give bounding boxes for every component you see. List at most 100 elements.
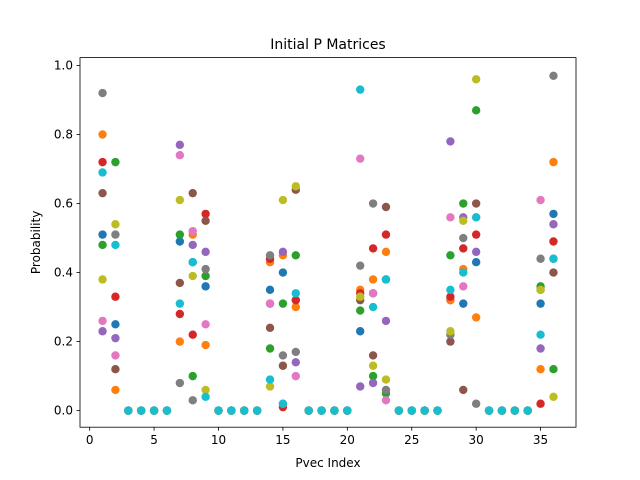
data-point-s9-27 <box>446 285 455 295</box>
data-point-s9-25 <box>420 406 429 415</box>
data-point-s9-21 <box>368 302 378 312</box>
data-point-s1-35 <box>549 157 558 167</box>
data-point-s7-13 <box>265 251 275 260</box>
data-point-s3-6 <box>175 309 185 319</box>
data-point-s2-13 <box>265 344 275 353</box>
data-point-s7-21 <box>368 199 378 208</box>
data-point-s5-27 <box>446 337 455 346</box>
data-point-s6-13 <box>265 299 275 308</box>
data-point-s6-22 <box>381 396 391 405</box>
data-point-s7-15 <box>291 347 300 357</box>
data-point-s9-14 <box>278 399 288 408</box>
data-point-s4-14 <box>278 247 288 257</box>
data-point-s5-14 <box>278 361 288 370</box>
data-point-s8-28 <box>459 216 468 225</box>
data-point-s9-17 <box>317 406 326 415</box>
data-point-s4-22 <box>381 316 391 326</box>
data-point-s4-6 <box>175 140 185 150</box>
data-point-s4-21 <box>368 378 378 388</box>
data-point-s3-15 <box>291 295 300 305</box>
data-point-s8-29 <box>471 75 481 84</box>
data-point-s9-6 <box>175 299 185 308</box>
data-point-s6-27 <box>446 213 455 222</box>
data-point-s6-34 <box>536 195 545 205</box>
plot-frame <box>79 57 577 428</box>
data-point-s8-21 <box>368 361 378 370</box>
data-point-s9-4 <box>149 406 159 415</box>
data-point-s9-8 <box>201 392 210 402</box>
data-point-s4-8 <box>201 247 210 257</box>
points-layer <box>98 71 558 415</box>
data-point-s2-27 <box>446 251 455 260</box>
data-point-s2-29 <box>471 106 481 115</box>
data-point-s9-7 <box>188 258 197 267</box>
data-point-s8-1 <box>111 220 120 229</box>
x-tick-label: 15 <box>275 433 290 447</box>
data-point-s5-22 <box>381 202 391 212</box>
data-point-s5-7 <box>188 188 197 198</box>
y-axis-ticks: 0.0 0.2 0.4 0.6 0.8 1.0 <box>54 58 80 418</box>
data-point-s9-35 <box>549 254 558 263</box>
data-point-s2-8 <box>201 271 210 281</box>
data-point-s7-6 <box>175 378 185 388</box>
data-point-s3-21 <box>368 244 378 253</box>
data-point-s8-20 <box>356 292 365 301</box>
data-point-s9-26 <box>433 406 442 415</box>
data-point-s5-21 <box>368 351 378 360</box>
data-point-s9-22 <box>381 275 391 284</box>
data-point-s7-20 <box>356 261 365 270</box>
data-point-s0-29 <box>471 258 481 267</box>
data-point-s6-0 <box>98 316 107 326</box>
data-point-s9-33 <box>523 406 532 415</box>
data-point-s8-34 <box>536 285 545 295</box>
data-point-s7-35 <box>549 71 558 81</box>
data-point-s9-16 <box>304 406 313 415</box>
data-point-s4-35 <box>549 220 558 229</box>
data-point-s2-14 <box>278 299 288 308</box>
data-point-s9-20 <box>356 85 365 94</box>
data-point-s1-0 <box>98 130 107 139</box>
data-point-s5-13 <box>265 323 275 332</box>
data-point-s3-34 <box>536 399 545 408</box>
data-point-s9-29 <box>471 213 481 222</box>
data-point-s3-1 <box>111 292 120 301</box>
data-point-s1-21 <box>368 275 378 284</box>
x-axis-label: Pvec Index <box>295 456 360 470</box>
data-point-s9-18 <box>330 406 339 415</box>
y-axis-label: Probability <box>29 211 43 274</box>
data-point-s5-8 <box>201 216 210 225</box>
data-point-s8-27 <box>446 327 455 336</box>
data-point-s6-15 <box>291 371 300 381</box>
data-point-s0-0 <box>98 230 107 239</box>
data-point-s7-28 <box>459 233 468 243</box>
data-point-s1-15 <box>291 302 300 312</box>
data-point-s8-22 <box>381 375 391 384</box>
data-point-s9-31 <box>497 406 507 415</box>
data-point-s8-7 <box>188 271 197 281</box>
x-tick-label: 35 <box>533 433 548 447</box>
data-point-s4-29 <box>471 247 481 257</box>
data-point-s3-7 <box>188 330 197 339</box>
data-point-s6-21 <box>368 289 378 298</box>
data-point-s9-12 <box>252 406 262 415</box>
data-point-s9-23 <box>394 406 404 415</box>
data-point-s1-34 <box>536 365 545 374</box>
data-point-s8-13 <box>265 382 275 391</box>
data-point-s9-13 <box>265 375 275 384</box>
data-point-s2-28 <box>459 199 468 208</box>
data-point-s1-1 <box>111 385 120 395</box>
data-point-s9-0 <box>98 168 107 177</box>
data-point-s0-35 <box>549 209 558 219</box>
x-tick-label: 10 <box>211 433 226 447</box>
data-point-s3-0 <box>98 157 107 167</box>
x-tick-label: 0 <box>86 433 94 447</box>
data-point-s5-1 <box>111 365 120 374</box>
data-point-s7-7 <box>188 396 197 405</box>
data-point-s4-34 <box>536 344 545 353</box>
data-point-s8-8 <box>201 385 210 395</box>
data-point-s4-0 <box>98 327 107 336</box>
data-point-s3-28 <box>459 244 468 253</box>
x-tick-label: 25 <box>404 433 419 447</box>
